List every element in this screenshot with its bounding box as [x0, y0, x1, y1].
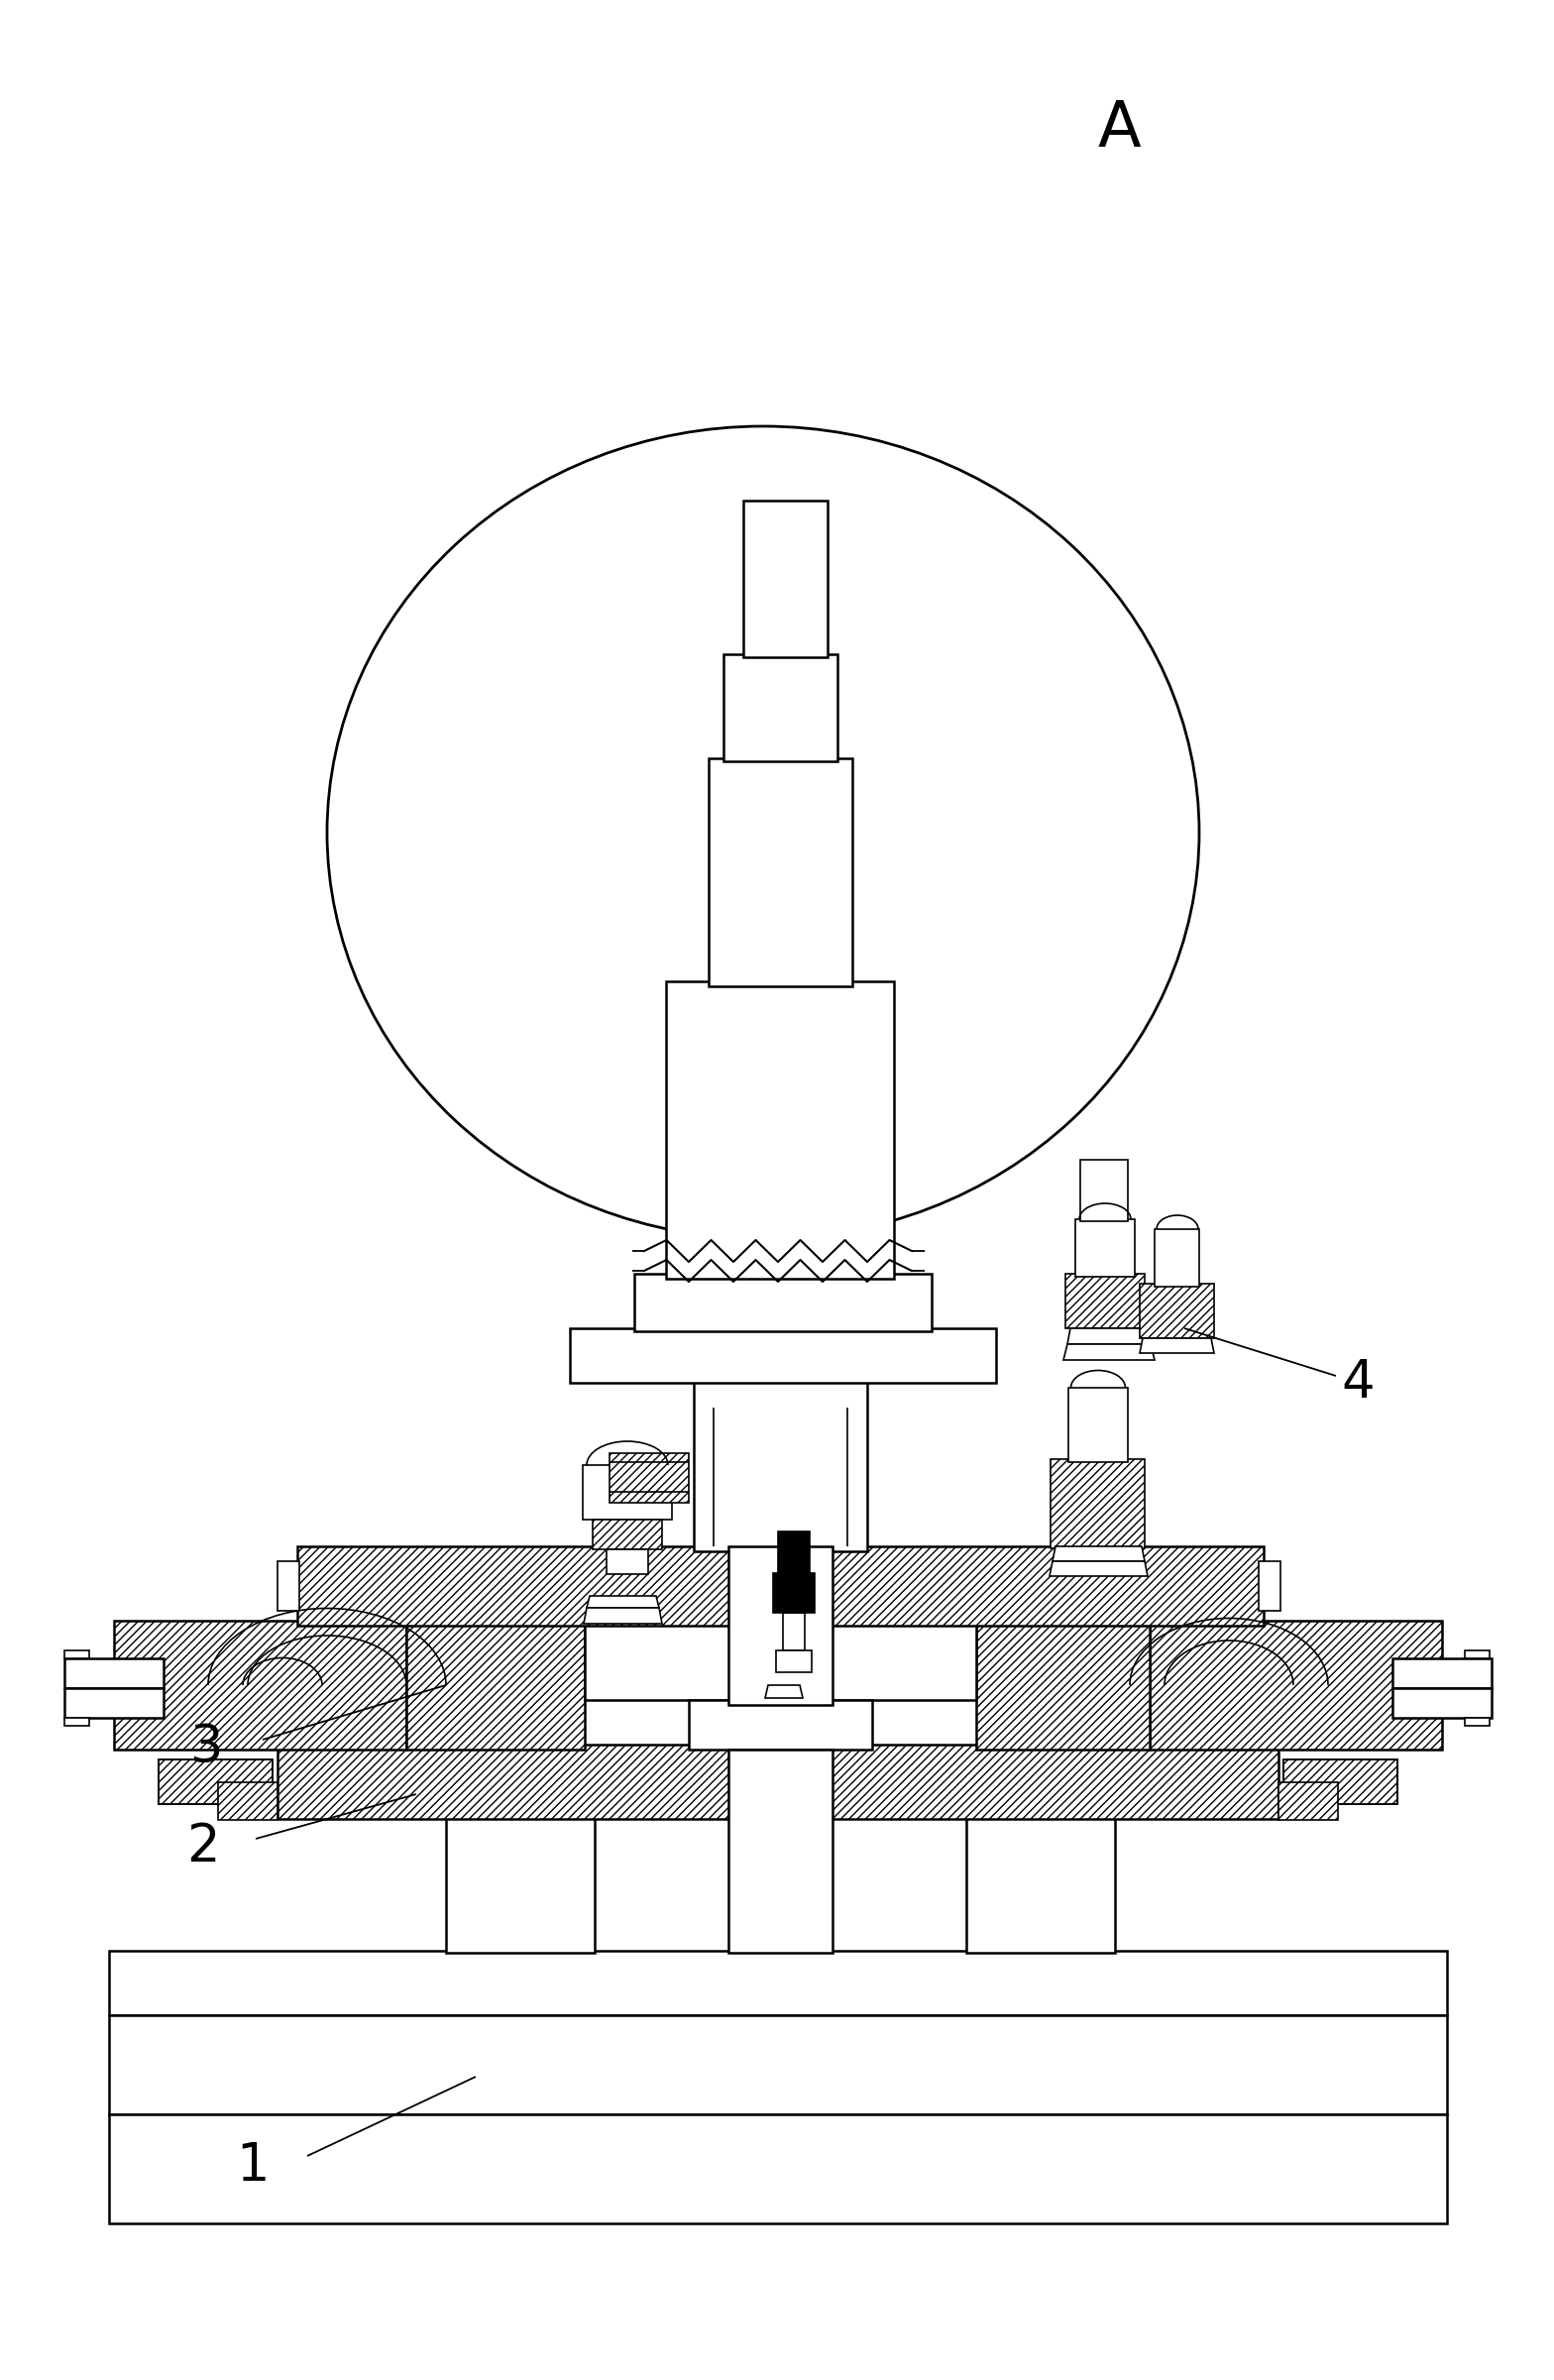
Bar: [583, 1466, 671, 1518]
Bar: [1068, 1388, 1128, 1461]
Bar: [772, 1573, 814, 1614]
Text: 1: 1: [236, 2140, 269, 2192]
Bar: [64, 1687, 163, 1718]
Bar: [775, 1649, 811, 1673]
Bar: [592, 1518, 662, 1549]
Bar: [406, 1621, 584, 1749]
Polygon shape: [1139, 1338, 1214, 1354]
Bar: [743, 500, 828, 657]
Bar: [1284, 1759, 1397, 1804]
Bar: [584, 1621, 976, 1699]
Bar: [278, 1745, 1279, 1818]
Bar: [1066, 1273, 1145, 1328]
Polygon shape: [1063, 1345, 1155, 1359]
Bar: [218, 1783, 278, 1821]
Bar: [606, 1549, 648, 1573]
Bar: [1051, 1459, 1145, 1549]
Bar: [1392, 1659, 1492, 1687]
Bar: [724, 655, 838, 762]
Bar: [729, 1547, 833, 1704]
Bar: [609, 1454, 688, 1502]
Text: 4: 4: [1341, 1357, 1374, 1409]
Polygon shape: [587, 1597, 659, 1609]
Bar: [688, 1699, 872, 1749]
Bar: [109, 2016, 1447, 2113]
Polygon shape: [1049, 1561, 1148, 1576]
Bar: [297, 1547, 1263, 1626]
Bar: [667, 981, 894, 1278]
Polygon shape: [765, 1685, 803, 1697]
Bar: [1150, 1621, 1442, 1749]
Bar: [159, 1759, 272, 1804]
Text: 3: 3: [190, 1721, 224, 1773]
Bar: [693, 1378, 867, 1552]
Bar: [446, 1814, 595, 1952]
Bar: [278, 1561, 300, 1611]
Bar: [634, 1273, 931, 1330]
Bar: [64, 1718, 89, 1726]
Text: A: A: [1099, 98, 1142, 159]
Bar: [709, 759, 852, 985]
Bar: [109, 2113, 1447, 2223]
Bar: [976, 1621, 1150, 1749]
Bar: [64, 1659, 163, 1687]
Bar: [1465, 1649, 1490, 1659]
Polygon shape: [1068, 1328, 1150, 1345]
Bar: [109, 1952, 1447, 2016]
Bar: [1080, 1159, 1128, 1221]
Bar: [1155, 1228, 1200, 1288]
Bar: [729, 1749, 833, 1952]
Bar: [1465, 1718, 1490, 1726]
Bar: [570, 1328, 996, 1383]
Bar: [1075, 1219, 1134, 1276]
Bar: [1139, 1283, 1214, 1338]
Bar: [779, 1530, 810, 1573]
Bar: [967, 1814, 1114, 1952]
Bar: [1279, 1783, 1338, 1821]
Polygon shape: [584, 1609, 662, 1623]
Bar: [1259, 1561, 1280, 1611]
Bar: [159, 1759, 272, 1804]
Bar: [1392, 1687, 1492, 1718]
Bar: [783, 1614, 805, 1649]
Bar: [1284, 1759, 1397, 1804]
Text: 2: 2: [186, 1821, 219, 1873]
Bar: [64, 1649, 89, 1659]
Bar: [113, 1621, 406, 1749]
Polygon shape: [1052, 1547, 1145, 1561]
